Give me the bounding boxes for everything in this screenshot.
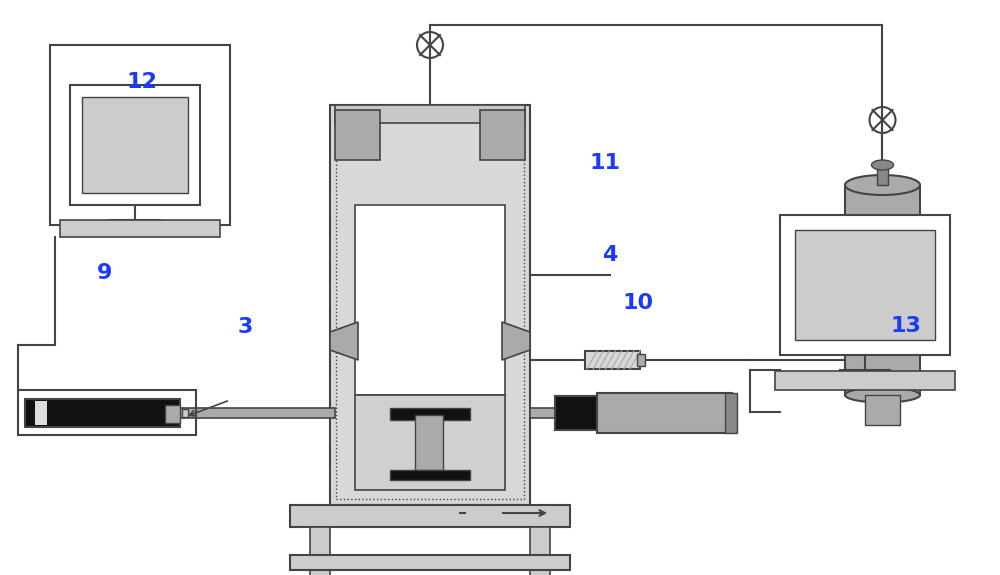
Bar: [290, 555, 570, 570]
Bar: [35, 401, 47, 425]
Text: 3: 3: [237, 317, 253, 337]
Bar: [355, 395, 505, 490]
Bar: [555, 396, 597, 430]
Bar: [845, 185, 920, 395]
Text: 4: 4: [602, 245, 618, 265]
Bar: [780, 215, 950, 355]
Ellipse shape: [845, 175, 920, 195]
Bar: [165, 405, 180, 423]
Bar: [877, 165, 888, 185]
Bar: [336, 111, 524, 499]
Bar: [415, 415, 443, 470]
Bar: [355, 205, 505, 395]
Polygon shape: [502, 322, 530, 360]
Bar: [725, 393, 737, 433]
Bar: [182, 409, 188, 417]
Text: 13: 13: [891, 316, 921, 336]
Bar: [140, 408, 335, 418]
Text: 12: 12: [127, 72, 157, 92]
Text: 10: 10: [622, 293, 654, 313]
Bar: [530, 408, 630, 418]
Bar: [530, 527, 550, 575]
Text: 9: 9: [97, 263, 113, 283]
Ellipse shape: [845, 388, 920, 402]
Bar: [330, 105, 530, 505]
Bar: [50, 45, 230, 225]
Bar: [390, 408, 470, 420]
Bar: [597, 393, 732, 433]
Bar: [82, 97, 188, 193]
Bar: [795, 230, 935, 340]
Bar: [25, 399, 180, 427]
Bar: [290, 505, 570, 527]
Bar: [335, 105, 525, 123]
Bar: [865, 395, 900, 425]
Text: 11: 11: [590, 153, 620, 173]
Bar: [390, 470, 470, 480]
Bar: [70, 85, 200, 205]
Bar: [637, 354, 645, 366]
Bar: [335, 110, 380, 160]
Bar: [18, 390, 196, 435]
Ellipse shape: [871, 160, 893, 170]
Bar: [775, 371, 955, 390]
Bar: [60, 220, 220, 237]
Bar: [585, 351, 640, 369]
Bar: [335, 336, 357, 350]
Bar: [480, 110, 525, 160]
Bar: [310, 527, 330, 575]
Polygon shape: [330, 322, 358, 360]
